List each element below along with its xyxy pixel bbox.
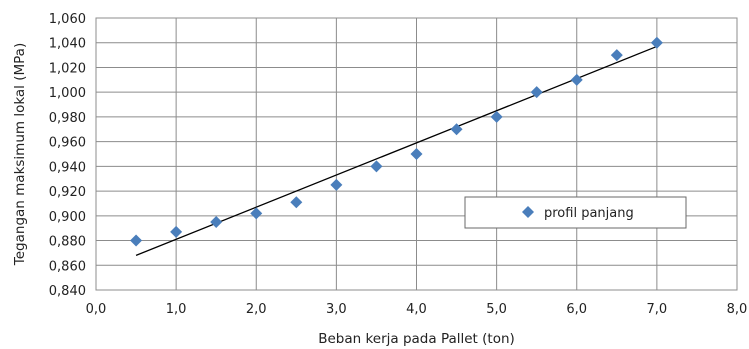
data-point — [370, 160, 383, 173]
y-tick-label: 1,000 — [49, 86, 86, 101]
data-point — [410, 148, 423, 160]
trendline-group — [135, 45, 658, 256]
x-tick-label: 1,0 — [166, 302, 187, 317]
trendline — [135, 45, 658, 256]
y-tick-label: 0,860 — [49, 259, 86, 274]
data-point — [330, 178, 343, 191]
gridlines — [95, 17, 738, 291]
data-point — [530, 86, 543, 99]
x-tick-label: 4,0 — [406, 302, 427, 317]
x-tick-label: 7,0 — [647, 302, 668, 317]
data-point — [130, 234, 143, 247]
legend-box — [464, 196, 687, 229]
legend-label: profil panjang — [544, 206, 634, 221]
data-points — [130, 36, 663, 247]
y-tick-label: 0,900 — [49, 210, 86, 225]
x-tick-label: 5,0 — [486, 302, 507, 317]
legend-marker-diamond — [522, 206, 534, 218]
x-axis-ticks: 0,0 1,0 2,0 3,0 4,0 5,0 6,0 7,0 8,0 — [86, 302, 748, 317]
data-point — [170, 225, 183, 238]
x-tick-label: 3,0 — [326, 302, 347, 317]
x-tick-label: 0,0 — [86, 302, 107, 317]
y-axis-label: Tegangan maksimum lokal (MPa) — [12, 43, 28, 266]
data-point — [210, 216, 223, 228]
data-point — [650, 36, 663, 49]
data-point — [450, 123, 463, 136]
data-point — [610, 49, 623, 62]
data-point — [290, 196, 303, 209]
x-tick-label: 2,0 — [246, 302, 267, 317]
data-point — [570, 73, 583, 86]
y-tick-label: 1,040 — [49, 37, 86, 52]
y-tick-label: 1,020 — [49, 61, 86, 76]
y-tick-label: 0,840 — [49, 284, 86, 299]
y-tick-label: 0,880 — [49, 235, 86, 250]
y-tick-label: 0,940 — [49, 160, 86, 175]
x-tick-label: 8,0 — [727, 302, 748, 317]
x-axis-label: Beban kerja pada Pallet (ton) — [318, 331, 515, 347]
data-point — [250, 207, 263, 220]
legend: profil panjang — [464, 196, 687, 229]
data-point — [490, 110, 503, 123]
x-tick-label: 6,0 — [566, 302, 587, 317]
y-tick-label: 1,060 — [49, 12, 86, 27]
y-tick-label: 0,920 — [49, 185, 86, 200]
y-tick-label: 0,960 — [49, 136, 86, 151]
y-tick-label: 0,980 — [49, 111, 86, 126]
y-axis-ticks: 0,840 0,860 0,880 0,900 0,920 0,940 0,960 0,980… — [49, 12, 86, 299]
